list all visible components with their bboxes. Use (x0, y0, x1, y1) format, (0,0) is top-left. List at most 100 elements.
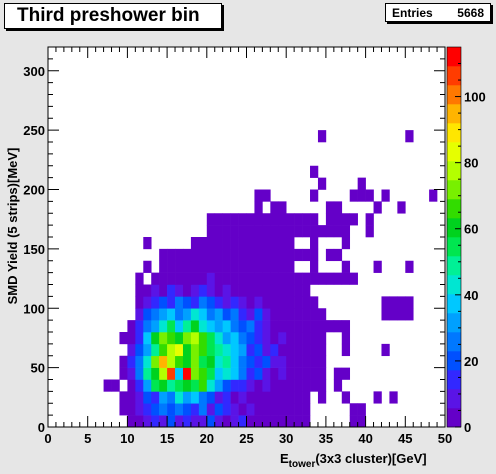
heatmap-cell (182, 391, 192, 404)
heatmap-cell (135, 379, 144, 392)
heatmap-cell (182, 332, 192, 345)
heatmap-cell (333, 367, 343, 380)
heatmap-cell (238, 225, 247, 238)
heatmap-cell (190, 260, 200, 273)
heatmap-cell (317, 391, 327, 404)
heatmap-cell (159, 284, 168, 297)
heatmap-cell (349, 272, 358, 285)
x-axis-title: Etower(3x3 cluster)[GeV] (280, 451, 427, 470)
heatmap-cell (175, 367, 184, 380)
heatmap-cell (310, 308, 319, 321)
heatmap-cell (214, 260, 223, 273)
heatmap-cell (246, 296, 255, 309)
heatmap-cell (254, 403, 263, 416)
heatmap-cell (278, 403, 287, 416)
heatmap-cell (270, 379, 279, 392)
heatmap-cell (278, 284, 287, 297)
heatmap-cell (206, 343, 216, 357)
heatmap-cell (270, 248, 279, 262)
heatmap-cell (381, 296, 390, 309)
heatmap-cell (230, 367, 239, 380)
heatmap-cell (294, 415, 303, 428)
color-scale-step (447, 275, 461, 295)
heatmap-cell (357, 403, 366, 416)
heatmap-cell (278, 201, 287, 214)
heatmap-cell (397, 308, 406, 321)
heatmap-cell (167, 284, 176, 297)
heatmap-cell (310, 189, 319, 202)
heatmap-cell (349, 213, 358, 226)
heatmap-cell (230, 225, 239, 238)
heatmap-cell (270, 237, 279, 250)
heatmap-cell (175, 379, 184, 392)
heatmap-cell (310, 343, 319, 357)
heatmap-cell (167, 308, 176, 321)
heatmap-cell (278, 379, 287, 392)
heatmap-cell (302, 225, 311, 238)
heatmap-cell (214, 225, 223, 238)
heatmap-cell (341, 237, 351, 250)
heatmap-cell (302, 391, 311, 404)
heatmap-cell (222, 248, 231, 262)
x-tick-label: 30 (279, 431, 293, 446)
heatmap-cell (254, 296, 263, 309)
heatmap-cell (246, 308, 255, 321)
heatmap-cell (302, 379, 311, 392)
color-scale-step (447, 142, 461, 162)
heatmap-cell (238, 296, 247, 309)
heatmap-cell (262, 225, 271, 238)
heatmap-cell (262, 237, 271, 250)
y-tick-label: 250 (23, 123, 45, 138)
heatmap-cell (278, 237, 287, 250)
heatmap-cell (238, 248, 247, 262)
heatmap-cell (341, 343, 351, 357)
stats-entries-value: 5668 (457, 6, 484, 20)
heatmap-cell (127, 355, 136, 368)
heatmap-cell (238, 332, 247, 345)
heatmap-cell (182, 296, 192, 309)
heatmap-cell (190, 403, 200, 416)
heatmap-cell (198, 296, 208, 309)
heatmap-cell (262, 260, 271, 273)
heatmap-cell (127, 320, 136, 333)
heatmap-cell (302, 367, 311, 380)
heatmap-cell (302, 248, 311, 262)
heatmap-cell (286, 213, 295, 226)
heatmap-cell (294, 308, 303, 321)
heatmap-cell (238, 237, 247, 250)
y-axis-title: SMD Yield (5 strips)[MeV] (5, 148, 20, 305)
heatmap-cell (111, 379, 120, 392)
heatmap-cell (206, 391, 216, 404)
heatmap-cell (230, 415, 239, 428)
heatmap-cell (214, 379, 223, 392)
heatmap-cell (254, 343, 263, 357)
heatmap-cell (230, 308, 239, 321)
heatmap-cell (143, 320, 152, 333)
heatmap-cell (167, 248, 176, 262)
heatmap-cell (167, 367, 176, 380)
heatmap-cell (349, 403, 358, 416)
heatmap-cell (294, 332, 303, 345)
heatmap-cell (230, 379, 239, 392)
heatmap-cell (230, 343, 239, 357)
heatmap-cell (262, 332, 271, 345)
heatmap-cell (230, 248, 239, 262)
y-tick-label: 200 (23, 183, 45, 198)
heatmap-cell (190, 296, 200, 309)
heatmap-cell (151, 284, 160, 297)
heatmap-cell (230, 355, 239, 368)
heatmap-cell (159, 332, 168, 345)
heatmap-cell (317, 130, 327, 143)
heatmap-cell (238, 308, 247, 321)
heatmap-cell (278, 296, 287, 309)
heatmap-cell (143, 296, 152, 309)
heatmap-cell (294, 248, 303, 262)
heatmap-cell (341, 225, 351, 238)
heatmap-cell (206, 308, 216, 321)
heatmap-cell (175, 284, 184, 297)
heatmap-cell (254, 320, 263, 333)
heatmap-cell (222, 237, 231, 250)
stats-entries-label: Entries (392, 6, 433, 20)
heatmap-cell (341, 391, 351, 404)
heatmap-cell (238, 367, 247, 380)
